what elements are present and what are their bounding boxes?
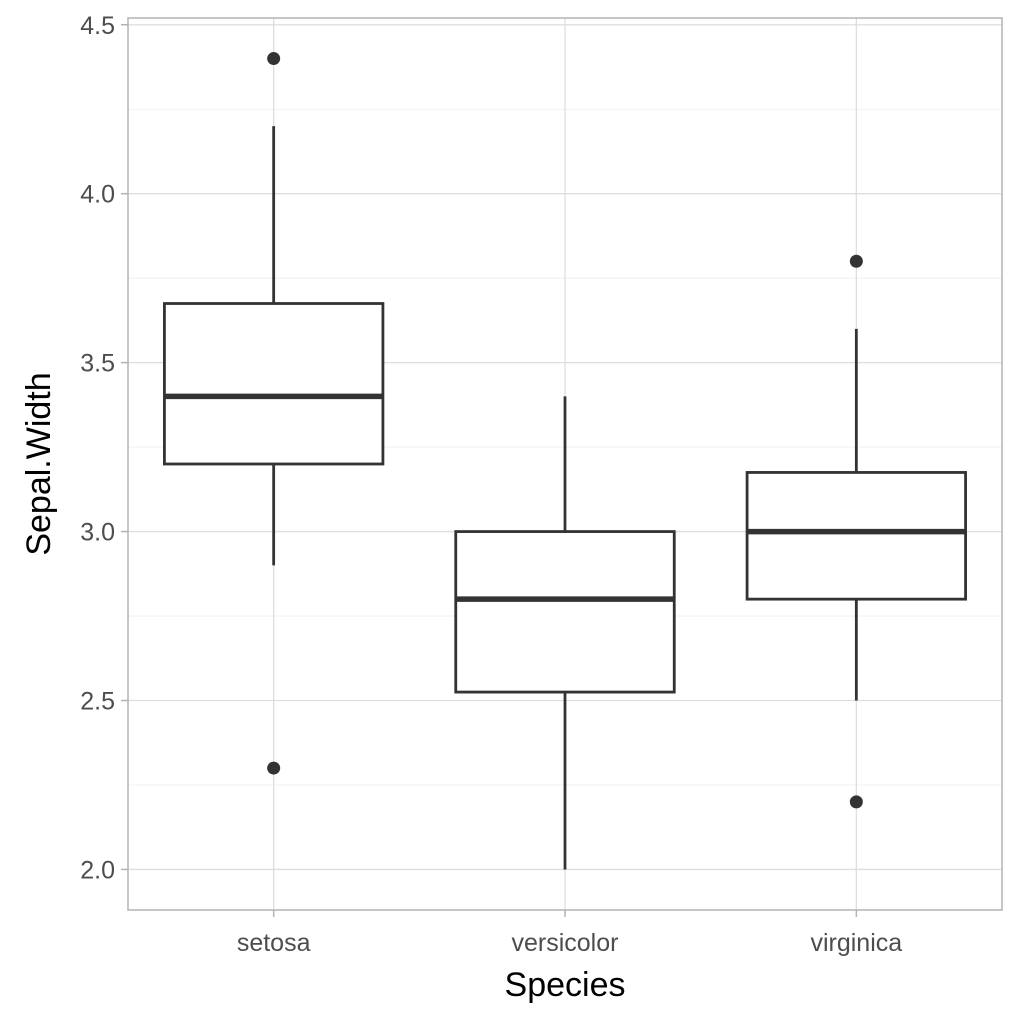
outlier-point	[849, 254, 863, 268]
box-virginica	[745, 254, 967, 809]
y-axis-title: Sepal.Width	[20, 372, 58, 555]
box-setosa	[163, 52, 385, 775]
y-tick-label: 3.0	[80, 519, 115, 547]
x-tick-label: setosa	[237, 929, 311, 957]
x-tick-label: versicolor	[512, 929, 619, 957]
y-tick-label: 4.0	[80, 181, 115, 209]
box-versicolor	[454, 396, 676, 870]
outlier-point	[267, 761, 281, 775]
axes: 2.0 2.5 3.0 3.5 4.0 4.5 setosa versicolor virgin…	[80, 12, 902, 957]
y-tick-label: 2.5	[80, 688, 115, 716]
box-marks	[163, 52, 967, 870]
iqr-box	[745, 471, 967, 601]
x-axis-title: Species	[505, 966, 626, 1004]
y-tick-label: 3.5	[80, 350, 115, 378]
x-tick-label: virginica	[810, 929, 902, 957]
iqr-box	[454, 530, 676, 694]
y-tick-label: 4.5	[80, 12, 115, 40]
outlier-point	[849, 795, 863, 809]
y-tick-label: 2.0	[80, 856, 115, 884]
iqr-box	[163, 302, 385, 466]
outlier-point	[267, 52, 281, 66]
